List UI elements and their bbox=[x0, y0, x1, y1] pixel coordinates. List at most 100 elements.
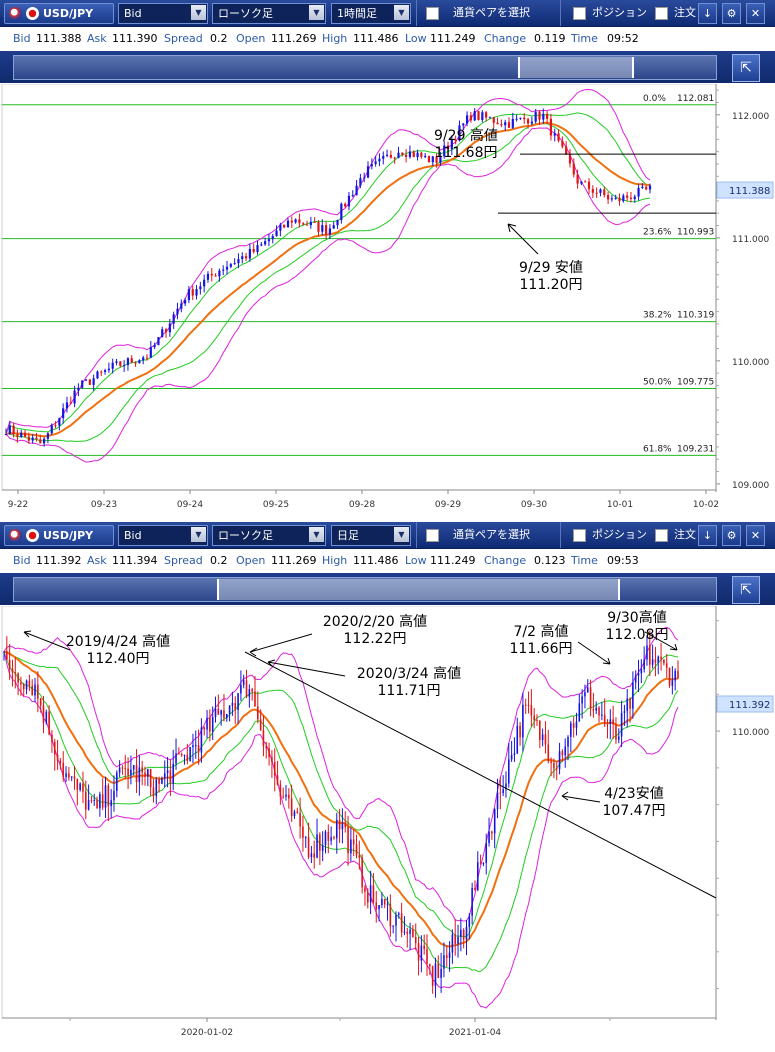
chart-type-select[interactable]: ローソク足 ▼ bbox=[212, 525, 326, 546]
candle bbox=[677, 670, 679, 679]
candle bbox=[451, 934, 454, 953]
menu-arrow-icon[interactable]: ↓ bbox=[698, 3, 717, 24]
annotation-arrow bbox=[507, 223, 539, 255]
jp-flag-icon bbox=[26, 7, 39, 20]
candle bbox=[482, 862, 485, 864]
position-checkbox[interactable]: ポジション bbox=[573, 3, 647, 22]
candle bbox=[155, 779, 158, 797]
candle bbox=[210, 273, 213, 276]
candle bbox=[434, 963, 437, 986]
candle bbox=[256, 245, 259, 252]
candle bbox=[347, 195, 351, 207]
menu-arrow-icon[interactable]: ↓ bbox=[698, 525, 717, 546]
candle bbox=[111, 362, 114, 369]
candle bbox=[330, 837, 332, 841]
timeframe-select[interactable]: 日足 ▼ bbox=[331, 525, 411, 546]
candle bbox=[674, 670, 676, 681]
position-checkbox[interactable]: ポジション bbox=[573, 525, 647, 544]
candle bbox=[276, 775, 279, 785]
candle bbox=[142, 357, 145, 361]
candle bbox=[257, 706, 259, 720]
candle bbox=[28, 680, 31, 686]
candle bbox=[440, 968, 442, 978]
order-checkbox[interactable]: 注文 bbox=[655, 525, 697, 544]
candle bbox=[265, 745, 268, 749]
gear-icon[interactable]: ⚙ bbox=[722, 525, 741, 546]
candle bbox=[217, 708, 220, 715]
fibonacci-price-label: 109.775 bbox=[677, 378, 714, 388]
candle bbox=[107, 785, 110, 806]
candle bbox=[595, 707, 598, 711]
candle bbox=[178, 753, 180, 755]
candle bbox=[576, 174, 579, 184]
close-icon[interactable]: ✕ bbox=[746, 3, 765, 24]
navigator-window-handle[interactable] bbox=[217, 579, 620, 600]
candle bbox=[279, 784, 282, 797]
candle bbox=[176, 308, 179, 315]
candle bbox=[541, 734, 544, 741]
currency-pair-button[interactable]: USD/JPY bbox=[4, 3, 114, 24]
candle bbox=[609, 719, 612, 724]
candle bbox=[344, 203, 347, 207]
checkbox-icon[interactable] bbox=[655, 6, 668, 20]
candle bbox=[145, 357, 149, 359]
candle bbox=[476, 862, 479, 891]
candle bbox=[187, 289, 191, 301]
candle bbox=[293, 811, 296, 817]
candle bbox=[192, 745, 194, 748]
candle bbox=[401, 152, 404, 155]
candle bbox=[35, 437, 38, 440]
timeframe-select[interactable]: 1時間足 ▼ bbox=[331, 3, 411, 24]
candle bbox=[8, 425, 11, 435]
currency-pair-button[interactable]: USD/JPY bbox=[4, 525, 114, 546]
candle bbox=[169, 770, 172, 784]
checkbox-icon[interactable] bbox=[426, 528, 439, 542]
candle bbox=[70, 776, 73, 778]
candle bbox=[113, 790, 115, 801]
candle bbox=[643, 659, 645, 670]
candle bbox=[20, 682, 22, 685]
chart-panel-daily: USD/JPY Bid ▼ ローソク足 ▼ 日足 ▼ 通貨ペアを選択 ポジション… bbox=[0, 522, 775, 1052]
candle bbox=[268, 748, 270, 758]
spread-value: 0.2 bbox=[210, 554, 228, 567]
checkbox-icon[interactable] bbox=[655, 528, 668, 542]
candle bbox=[158, 779, 160, 784]
candle bbox=[229, 264, 232, 267]
candle bbox=[218, 270, 221, 277]
candle bbox=[290, 220, 293, 223]
candle bbox=[511, 118, 514, 128]
pair-select-checkbox[interactable]: 通貨ペアを選択 bbox=[426, 3, 530, 22]
navigator-scroll[interactable] bbox=[13, 55, 717, 80]
gear-icon[interactable]: ⚙ bbox=[722, 3, 741, 24]
candle bbox=[395, 914, 397, 926]
candle bbox=[282, 796, 284, 798]
navigator-window-handle[interactable] bbox=[518, 57, 634, 78]
close-icon[interactable]: ✕ bbox=[746, 525, 765, 546]
hourly-candlestick-chart[interactable]: 112.000 111.000 110.000 109.000 9-22 09-23 09-… bbox=[0, 84, 775, 522]
chart-type-select[interactable]: ローソク足 ▼ bbox=[212, 3, 326, 24]
checkbox-icon[interactable] bbox=[426, 6, 439, 20]
scroll-latest-icon[interactable]: ⇱ bbox=[732, 54, 760, 82]
navigator-scroll[interactable] bbox=[13, 577, 717, 602]
candle bbox=[149, 347, 152, 358]
candle bbox=[417, 943, 420, 961]
checkbox-icon[interactable] bbox=[573, 6, 586, 20]
annotation-arrow bbox=[267, 659, 346, 677]
candle bbox=[144, 772, 146, 777]
ask-value: 111.394 bbox=[112, 554, 158, 567]
pair-select-checkbox[interactable]: 通貨ペアを選択 bbox=[426, 525, 530, 544]
fibonacci-level-label: 0.0% bbox=[643, 94, 666, 104]
candle bbox=[668, 667, 671, 686]
candle bbox=[77, 387, 80, 391]
plot-area bbox=[1, 606, 717, 1019]
order-checkbox[interactable]: 注文 bbox=[655, 3, 697, 22]
price-type-select[interactable]: Bid ▼ bbox=[118, 3, 208, 24]
candle bbox=[378, 905, 380, 910]
scroll-latest-icon[interactable]: ⇱ bbox=[732, 576, 760, 604]
candle bbox=[389, 154, 392, 158]
candle bbox=[241, 256, 244, 260]
candle bbox=[493, 809, 496, 834]
price-type-select[interactable]: Bid ▼ bbox=[118, 525, 208, 546]
checkbox-icon[interactable] bbox=[573, 528, 586, 542]
